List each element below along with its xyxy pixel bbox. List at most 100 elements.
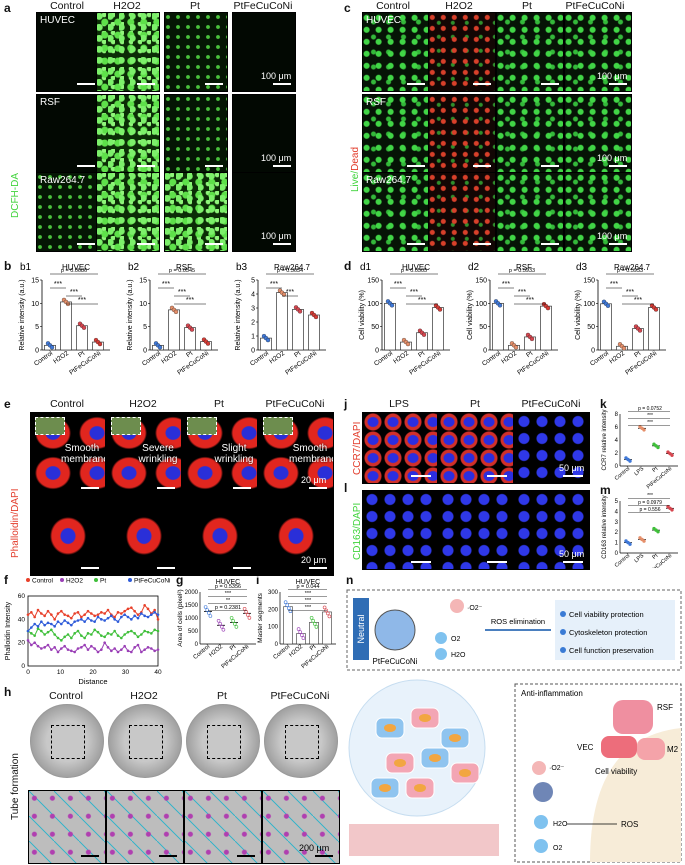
significance-label: *** (610, 281, 618, 288)
stain-label-h: Tube formation (10, 753, 21, 820)
c-image-0-3: 100 μm (564, 12, 632, 92)
data-point (49, 345, 55, 350)
a-image-2-1 (96, 172, 160, 252)
panel-label-n: n (346, 573, 354, 587)
scale-bar (541, 243, 559, 245)
x-tick-label: H2O2 (288, 644, 304, 659)
scale-bar-label: 100 μm (261, 231, 292, 241)
data-point (80, 634, 83, 637)
data-point (322, 605, 327, 610)
significance-label: p = 0.0505 (401, 268, 427, 274)
y-tick-label: 6 (615, 425, 619, 431)
data-point (296, 627, 301, 631)
x-tick-label: PtFeCuCoNi (408, 350, 442, 377)
significance-label: *** (305, 598, 312, 604)
significance-label: *** (410, 289, 418, 296)
dead-label: Dead (350, 146, 361, 171)
significance-label: p = 0.0545 (169, 268, 195, 274)
data-point (116, 611, 120, 614)
y-tick-label: 60 (18, 593, 26, 600)
scale-bar (309, 567, 327, 569)
m2-cell-icon (637, 738, 665, 760)
cell-membrane (590, 728, 681, 862)
scale-bar (205, 243, 223, 245)
bullet-icon (560, 611, 566, 617)
data-point (106, 646, 110, 649)
e-top-image-3: Smooth membrane 20 μm (258, 412, 334, 496)
data-point (156, 618, 160, 621)
data-point (50, 622, 53, 626)
y-tick-label: 4 (615, 509, 619, 515)
scale-bar (473, 165, 491, 167)
l-image-1 (438, 490, 514, 570)
c-image-1-1 (428, 94, 496, 174)
a-image-2-2 (164, 172, 228, 252)
skin-layer (349, 824, 499, 856)
significance-label: p = 0.0752 (638, 406, 662, 412)
data-point (26, 613, 30, 616)
scale-bar-label: 200 μm (299, 843, 330, 853)
o2-icon (534, 839, 548, 853)
data-point (73, 650, 76, 654)
a-image-1-1 (96, 94, 160, 174)
schematic-diagram: Neutral PtFeCuCoNi ·O2⁻ O2 H2O ROS eliminatio… (346, 589, 682, 863)
data-point (30, 611, 33, 614)
x-tick-label: H2O2 (160, 350, 178, 366)
significance-label: *** (502, 281, 510, 288)
data-point (123, 633, 126, 636)
data-point (110, 614, 113, 618)
significance-label: *** (70, 289, 78, 296)
x-tick-label: LPS (633, 466, 645, 477)
significance-label: *** (305, 591, 312, 597)
y-tick-label: 50 (479, 324, 487, 331)
y-tick-label: 40 (18, 616, 26, 623)
data-point (40, 620, 43, 623)
scale-bar (609, 165, 627, 167)
data-point (405, 341, 411, 347)
data-point (153, 628, 156, 632)
data-point (126, 615, 130, 619)
y-tick-label: 3 (251, 306, 255, 313)
data-point (50, 648, 53, 651)
significance-label: *** (394, 281, 402, 288)
panel-label-h: h (4, 685, 12, 699)
data-point (90, 644, 93, 648)
panel-label-m: m (600, 483, 611, 497)
significance-label: p = 0.0686 (61, 268, 87, 274)
significance-label: *** (647, 413, 653, 419)
data-point (325, 611, 330, 616)
c-image-0-0: HUVEC (362, 12, 430, 92)
superoxide-label: ·O2⁻ (549, 765, 565, 772)
data-point (90, 612, 93, 615)
significance-label: *** (634, 297, 642, 304)
x-tick-label: PtFeCuCoNi (516, 350, 550, 377)
chart-title: HUVEC (296, 579, 321, 586)
data-point (43, 614, 46, 618)
data-point (233, 622, 237, 626)
y-tick-label: 4 (251, 292, 255, 299)
y-tick-label: 15 (139, 278, 147, 285)
c-image-0-1 (428, 12, 496, 92)
data-point (653, 307, 659, 312)
data-point (297, 309, 303, 314)
a-header-1: H2O2 (113, 0, 141, 12)
y-axis-label: Cell viability (%) (359, 290, 366, 340)
y-tick-label: 150 (367, 278, 379, 285)
significance-label: *** (647, 493, 653, 499)
data-point (110, 633, 113, 636)
data-point (545, 305, 551, 311)
y-tick-label: 5 (251, 278, 255, 285)
scale-bar (273, 83, 291, 85)
data-point (56, 650, 60, 654)
data-point (53, 625, 56, 628)
data-point (53, 646, 56, 649)
y-tick-label: 5 (143, 324, 147, 331)
scale-bar (81, 567, 99, 569)
data-point (116, 620, 120, 623)
y-tick-label: 20 (18, 640, 26, 647)
subpanel-label: b3 (236, 262, 248, 273)
